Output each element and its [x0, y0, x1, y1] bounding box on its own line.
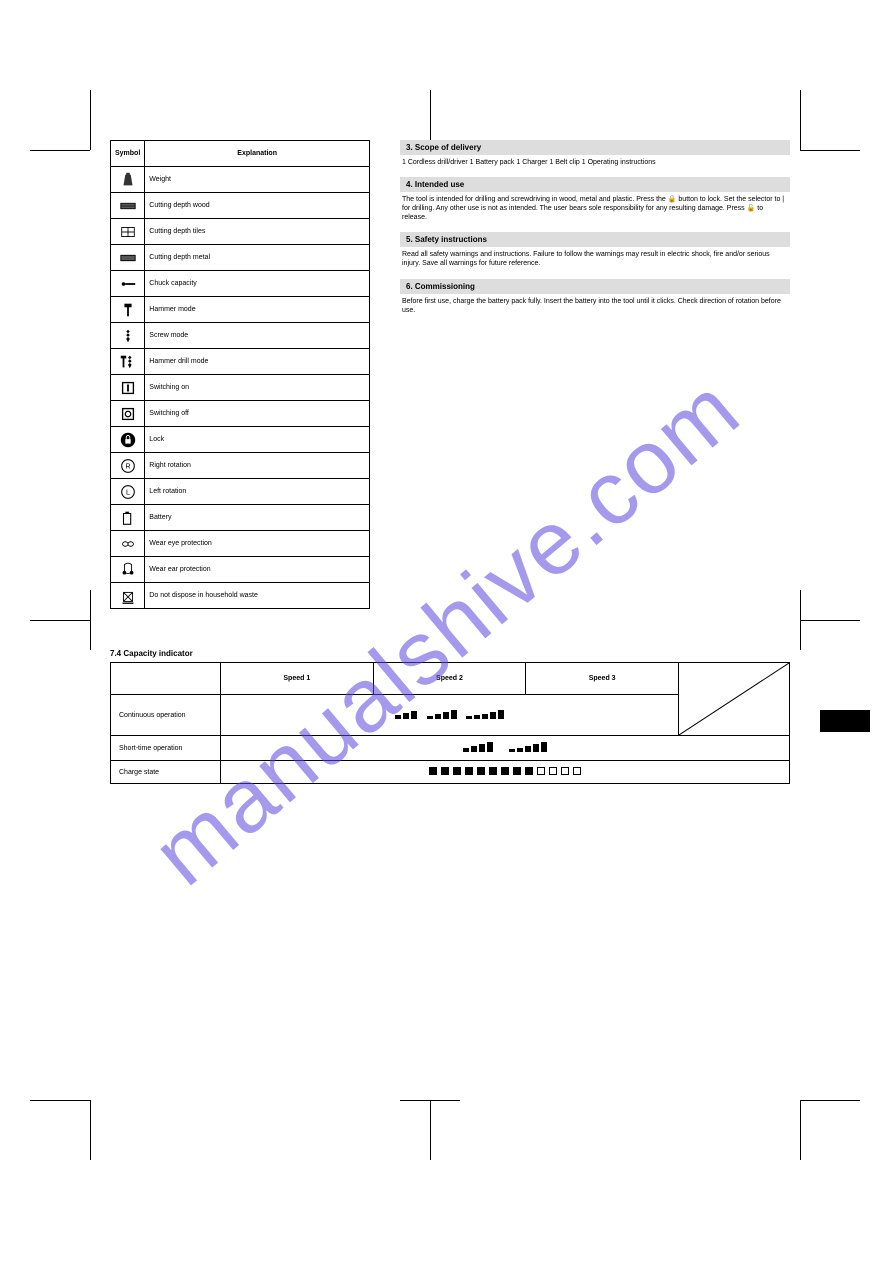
page-edge-tab: [820, 710, 870, 732]
led-row3-dots: [221, 761, 790, 784]
weight-icon: [111, 167, 145, 193]
led-dot: [501, 767, 509, 775]
hammer-drill-icon: [111, 349, 145, 375]
led-dot: [549, 767, 557, 775]
led-dot: [453, 767, 461, 775]
symbols-row: Cutting depth wood: [111, 193, 370, 219]
led-dot: [465, 767, 473, 775]
on-box-icon: [111, 375, 145, 401]
symbols-row: Cutting depth tiles: [111, 219, 370, 245]
symbols-row: Wear eye protection: [111, 531, 370, 557]
symbols-row-label: Wear eye protection: [145, 531, 370, 557]
symbols-row-label: Switching off: [145, 401, 370, 427]
led-row3-label: Charge state: [111, 761, 221, 784]
symbols-row: L Left rotation: [111, 479, 370, 505]
screw-icon: [111, 323, 145, 349]
metal-icon: [111, 245, 145, 271]
svg-text:L: L: [126, 487, 130, 496]
ear-icon: [111, 557, 145, 583]
symbols-row: Hammer drill mode: [111, 349, 370, 375]
led-dot: [537, 767, 545, 775]
led-dot: [525, 767, 533, 775]
led-dot: [477, 767, 485, 775]
symbols-row-label: Cutting depth tiles: [145, 219, 370, 245]
led-row2-bars: [221, 736, 790, 761]
symbols-row: Weight: [111, 167, 370, 193]
led-row1-label: Continuous operation: [111, 695, 221, 736]
symbols-table-hdr1: Symbol: [111, 141, 145, 167]
symbols-row: Cutting depth metal: [111, 245, 370, 271]
symbols-row: Wear ear protection: [111, 557, 370, 583]
symbols-row-label: Hammer drill mode: [145, 349, 370, 375]
symbols-row-label: Switching on: [145, 375, 370, 401]
symbols-row: Screw mode: [111, 323, 370, 349]
right-rot-icon: R: [111, 453, 145, 479]
led-dot: [561, 767, 569, 775]
section-heading: 3. Scope of delivery: [400, 140, 790, 155]
left-rot-icon: L: [111, 479, 145, 505]
section-body: 1 Cordless drill/driver 1 Battery pack 1…: [400, 158, 790, 167]
led-row1-bars: [221, 695, 679, 736]
symbols-row-label: Wear ear protection: [145, 557, 370, 583]
hammer-icon: [111, 297, 145, 323]
goggles-icon: [111, 531, 145, 557]
section-body: Before first use, charge the battery pac…: [400, 297, 790, 315]
symbols-row-label: Hammer mode: [145, 297, 370, 323]
symbols-row-label: Weight: [145, 167, 370, 193]
symbols-row: Battery: [111, 505, 370, 531]
symbols-row: R Right rotation: [111, 453, 370, 479]
symbols-row: Switching on: [111, 375, 370, 401]
led-dot: [441, 767, 449, 775]
led-table-title: 7.4 Capacity indicator: [110, 649, 790, 658]
weee-icon: [111, 583, 145, 609]
symbols-row-label: Do not dispose in household waste: [145, 583, 370, 609]
lock-icon: [111, 427, 145, 453]
symbols-row-label: Screw mode: [145, 323, 370, 349]
section-heading: 5. Safety instructions: [400, 232, 790, 247]
led-table-corner: [111, 663, 221, 695]
page-content: SymbolExplanation WeightCutting depth wo…: [110, 140, 790, 784]
led-table-diag: [679, 663, 790, 736]
section-heading: 4. Intended use: [400, 177, 790, 192]
led-table-h1: Speed 1: [221, 663, 374, 695]
section-heading: 6. Commissioning: [400, 279, 790, 294]
led-table-h2: Speed 2: [373, 663, 526, 695]
led-dot: [573, 767, 581, 775]
symbols-table: SymbolExplanation WeightCutting depth wo…: [110, 140, 370, 609]
tile-icon: [111, 219, 145, 245]
screw-driver-icon: [111, 271, 145, 297]
led-row2-label: Short-time operation: [111, 736, 221, 761]
section-body: Read all safety warnings and instruction…: [400, 250, 790, 268]
symbols-row-label: Cutting depth wood: [145, 193, 370, 219]
led-table-h3: Speed 3: [526, 663, 679, 695]
symbols-row-label: Battery: [145, 505, 370, 531]
off-box-icon: [111, 401, 145, 427]
symbols-row-label: Cutting depth metal: [145, 245, 370, 271]
symbols-row: Lock: [111, 427, 370, 453]
led-dot: [513, 767, 521, 775]
symbols-table-hdr2: Explanation: [145, 141, 370, 167]
symbols-row: Hammer mode: [111, 297, 370, 323]
symbols-row-label: Lock: [145, 427, 370, 453]
led-table: Speed 1 Speed 2 Speed 3 Continuous opera…: [110, 662, 790, 784]
symbols-row: Switching off: [111, 401, 370, 427]
wood-icon: [111, 193, 145, 219]
symbols-row: Chuck capacity: [111, 271, 370, 297]
symbols-row-label: Right rotation: [145, 453, 370, 479]
svg-text:R: R: [125, 461, 130, 470]
symbols-row-label: Chuck capacity: [145, 271, 370, 297]
symbols-row-label: Left rotation: [145, 479, 370, 505]
led-dot: [489, 767, 497, 775]
led-dot: [429, 767, 437, 775]
battery-icon: [111, 505, 145, 531]
symbols-row: Do not dispose in household waste: [111, 583, 370, 609]
section-body: The tool is intended for drilling and sc…: [400, 195, 790, 222]
